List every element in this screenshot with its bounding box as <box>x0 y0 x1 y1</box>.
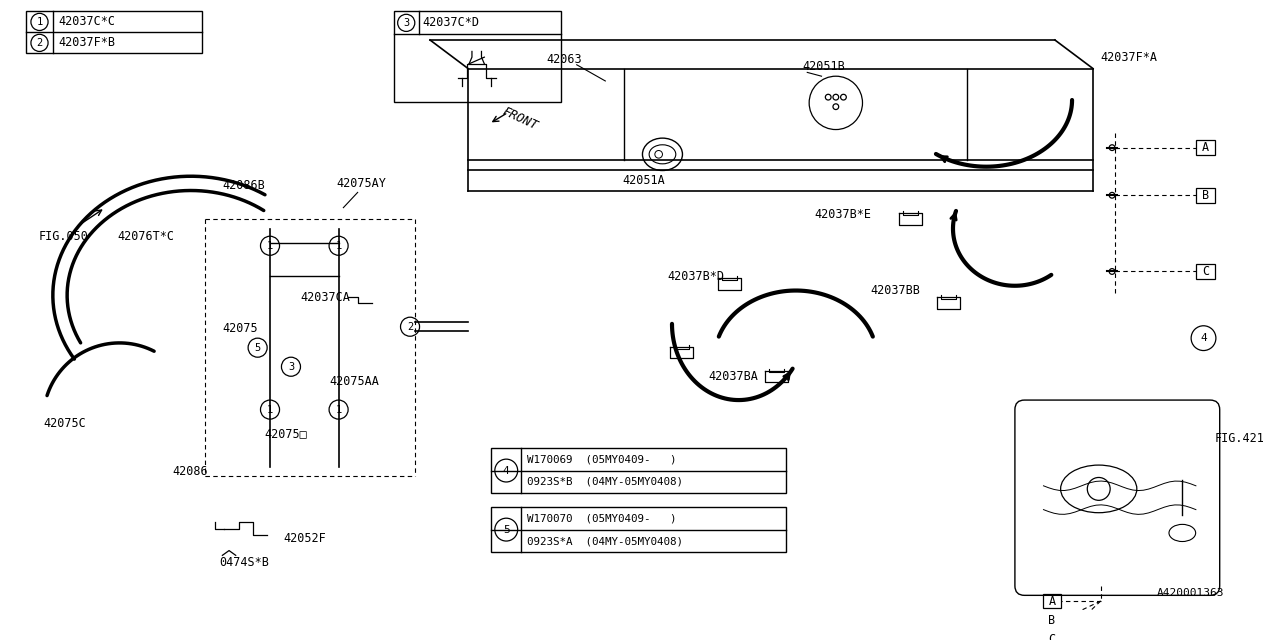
Text: FIG.050: FIG.050 <box>38 230 88 243</box>
Text: 1: 1 <box>36 17 42 27</box>
Text: 3: 3 <box>288 362 294 372</box>
Text: 42037C*C: 42037C*C <box>59 15 115 28</box>
Text: 42037B*D: 42037B*D <box>667 269 724 283</box>
Text: 42037C*D: 42037C*D <box>422 17 480 29</box>
Text: 5: 5 <box>503 525 509 534</box>
Text: 42086B: 42086B <box>223 179 265 192</box>
Text: 42037CA: 42037CA <box>301 291 351 304</box>
Text: 4: 4 <box>503 465 509 476</box>
Bar <box>1196 264 1215 279</box>
Text: W170070  (05MY0409-   ): W170070 (05MY0409- ) <box>527 513 677 523</box>
Text: 0923S*A  (04MY-05MY0408): 0923S*A (04MY-05MY0408) <box>527 536 684 546</box>
Text: 0923S*B  (04MY-05MY0408): 0923S*B (04MY-05MY0408) <box>527 477 684 487</box>
Text: 2: 2 <box>36 38 42 48</box>
Text: B: B <box>1048 614 1056 627</box>
Text: 42086: 42086 <box>172 465 207 478</box>
Text: C: C <box>1048 633 1056 640</box>
Text: B: B <box>1202 189 1210 202</box>
Bar <box>1043 614 1061 627</box>
Text: 0474S*B: 0474S*B <box>220 556 269 568</box>
Bar <box>1043 632 1061 640</box>
Text: 1: 1 <box>268 404 273 415</box>
Text: 4: 4 <box>1201 333 1207 343</box>
Text: A420001363: A420001363 <box>1157 588 1225 598</box>
Text: 1: 1 <box>335 241 342 251</box>
Text: 42051A: 42051A <box>622 175 666 188</box>
Text: 42037BB: 42037BB <box>870 284 920 297</box>
Text: 1: 1 <box>268 241 273 251</box>
Text: FRONT: FRONT <box>500 105 540 133</box>
Text: A: A <box>1048 595 1056 607</box>
Text: A: A <box>1202 141 1210 154</box>
Bar <box>492 507 786 552</box>
Text: 3: 3 <box>403 18 410 28</box>
Bar <box>394 12 561 102</box>
Text: 42037BA: 42037BA <box>708 370 758 383</box>
Text: 42063: 42063 <box>547 52 582 65</box>
Bar <box>26 12 202 53</box>
Text: W170069  (05MY0409-   ): W170069 (05MY0409- ) <box>527 454 677 464</box>
Text: 42037F*B: 42037F*B <box>59 36 115 49</box>
Text: 42075□: 42075□ <box>264 427 307 440</box>
Bar <box>1043 595 1061 608</box>
Bar <box>1196 140 1215 156</box>
Text: C: C <box>1202 265 1210 278</box>
Text: 42037B*E: 42037B*E <box>815 208 872 221</box>
Text: 42075C: 42075C <box>44 417 86 430</box>
Text: 42075AY: 42075AY <box>337 177 387 190</box>
Text: 42037F*A: 42037F*A <box>1101 51 1157 63</box>
Text: 42051B: 42051B <box>803 60 845 73</box>
Bar <box>492 448 786 493</box>
Text: 42075AA: 42075AA <box>329 374 379 387</box>
Text: FIG.421: FIG.421 <box>1215 431 1265 445</box>
Text: 5: 5 <box>255 342 261 353</box>
Text: 42052F: 42052F <box>283 532 326 545</box>
Text: 2: 2 <box>407 322 413 332</box>
Text: 42075: 42075 <box>223 322 259 335</box>
Bar <box>1196 188 1215 203</box>
Text: 42076T*C: 42076T*C <box>118 230 174 243</box>
Text: 1: 1 <box>335 404 342 415</box>
